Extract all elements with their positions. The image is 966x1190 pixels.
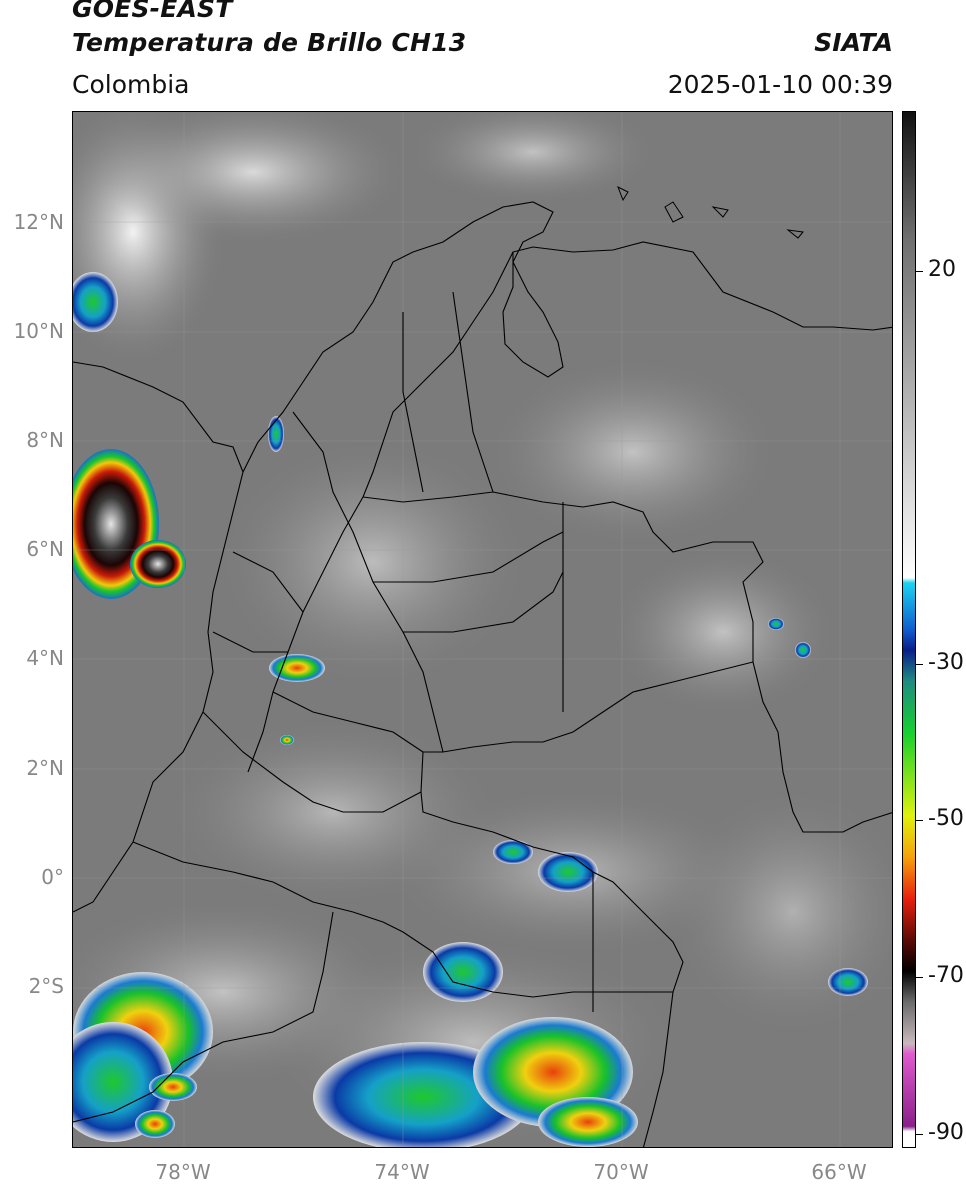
lat-label: 2°S [28, 974, 64, 998]
convective-cells [73, 272, 868, 1147]
region-label: Colombia [72, 70, 190, 99]
colorbar-tick [916, 664, 923, 665]
lat-label: 6°N [26, 537, 64, 561]
colorbar-tick [916, 820, 923, 821]
colorbar-label: -30 [928, 650, 964, 675]
lat-label: 2°N [26, 756, 64, 780]
lat-label: 0° [41, 865, 64, 889]
satellite-map[interactable] [72, 111, 893, 1148]
lat-label: 10°N [13, 319, 64, 343]
graticule [73, 112, 892, 1147]
borders [73, 201, 892, 1147]
islands [617, 185, 804, 239]
lon-label: 74°W [374, 1160, 430, 1184]
colorbar-tick [916, 1134, 923, 1135]
colorbar-label: -70 [928, 963, 964, 988]
lat-label: 4°N [26, 646, 64, 670]
colorbar-tick [916, 977, 923, 978]
lat-label: 8°N [26, 428, 64, 452]
lon-label: 70°W [593, 1160, 649, 1184]
colorbar-label: -90 [928, 1120, 964, 1145]
product-title: Temperatura de Brillo CH13 [72, 28, 467, 57]
colorbar-label: 20 [928, 257, 956, 282]
colorbar-label: -50 [928, 806, 964, 831]
cloud-layer [73, 112, 892, 1142]
brand-label: SIATA [814, 28, 893, 57]
satellite-title: GOES-EAST [72, 0, 233, 23]
lat-label: 12°N [13, 210, 64, 234]
map-canvas [73, 112, 892, 1147]
lon-label: 66°W [811, 1160, 867, 1184]
colorbar-tick [916, 271, 923, 272]
datetime-label: 2025-01-10 00:39 [667, 70, 893, 99]
lon-label: 78°W [155, 1160, 211, 1184]
colorbar [902, 111, 916, 1148]
